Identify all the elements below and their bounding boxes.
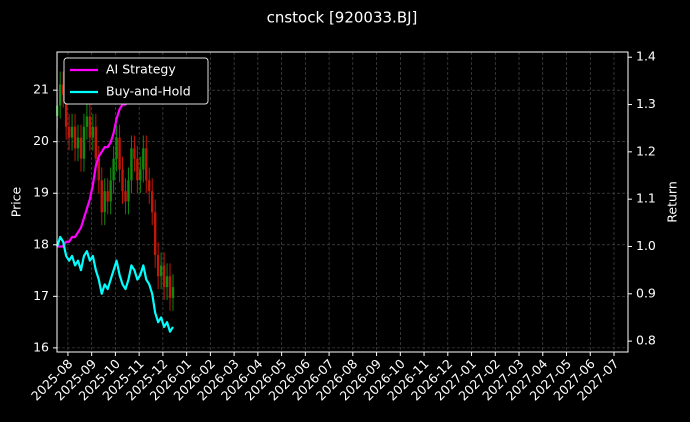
candle-body	[61, 84, 65, 95]
y2-tick-label: 1.4	[636, 49, 656, 64]
candle-body	[136, 158, 139, 181]
candle-body	[130, 148, 133, 181]
candle-body	[142, 148, 145, 170]
legend: AI Strategy Buy-and-Hold	[63, 57, 209, 105]
y2-tick-label: 0.9	[636, 285, 656, 300]
candle-body	[162, 265, 166, 288]
candle-body	[88, 116, 92, 138]
y2-tick-label: 0.8	[636, 333, 656, 348]
y2-tick-label: 1.2	[636, 143, 656, 158]
y-axis-label: Price	[9, 186, 24, 217]
plot-frame	[56, 51, 629, 353]
legend-label: AI Strategy	[106, 62, 176, 77]
y2-tick-label: 1.0	[636, 238, 656, 253]
candle-body	[153, 212, 157, 256]
y2-axis-label: Return	[665, 181, 680, 222]
legend-box	[63, 57, 209, 105]
candle-body	[73, 126, 77, 149]
candle-body	[151, 191, 154, 213]
y-tick-label: 17	[33, 288, 49, 303]
y-tick-label: 19	[33, 185, 49, 200]
y2-tick-label: 1.1	[636, 191, 656, 206]
candle-body	[145, 148, 148, 181]
candle-body	[127, 180, 130, 202]
y-tick-label: 18	[33, 236, 49, 251]
candle-body	[133, 148, 136, 159]
candle-body	[148, 180, 151, 192]
candle-body	[118, 137, 121, 170]
y2-tick-label: 1.3	[636, 96, 656, 111]
line-series	[56, 235, 174, 333]
candle-body	[109, 180, 112, 202]
candle-body	[100, 180, 103, 213]
candle-body	[97, 158, 100, 181]
candle-body	[91, 126, 95, 138]
candle-body	[112, 158, 115, 181]
candle-body	[159, 265, 163, 277]
candle-body	[76, 137, 80, 149]
candle-body	[103, 191, 106, 213]
candle-body	[70, 126, 74, 138]
chart-title: cnstock [920033.BJ]	[267, 9, 418, 27]
y-tick-label: 16	[33, 339, 49, 354]
candle-body	[106, 191, 109, 202]
candle-body	[94, 126, 98, 159]
candle-body	[115, 137, 118, 159]
legend-label: Buy-and-Hold	[106, 84, 191, 99]
candle-body	[79, 137, 83, 159]
candle-body	[121, 169, 124, 192]
y-tick-label: 20	[33, 133, 49, 148]
candle-body	[165, 276, 169, 288]
candle-body	[171, 287, 175, 298]
candle-body	[64, 94, 68, 127]
candle-body	[85, 116, 89, 127]
candle-body	[82, 126, 86, 159]
y-tick-label: 21	[33, 82, 49, 97]
candle-body	[168, 276, 172, 298]
candle-body	[124, 191, 127, 202]
candle-body	[139, 169, 142, 181]
candle-body	[59, 84, 62, 106]
candle-body	[67, 126, 71, 138]
candle-body	[156, 255, 160, 277]
